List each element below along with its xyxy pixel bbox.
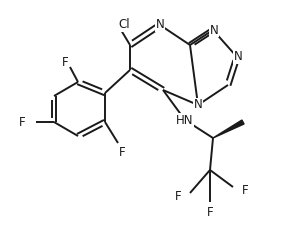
Text: F: F bbox=[207, 205, 213, 218]
Text: F: F bbox=[119, 147, 125, 159]
Polygon shape bbox=[213, 120, 244, 138]
Text: N: N bbox=[194, 99, 202, 111]
Text: HN: HN bbox=[176, 114, 194, 127]
Text: N: N bbox=[233, 50, 242, 64]
Text: N: N bbox=[210, 24, 218, 36]
Text: F: F bbox=[242, 183, 248, 197]
Text: F: F bbox=[19, 115, 25, 129]
Text: Cl: Cl bbox=[118, 19, 130, 31]
Text: F: F bbox=[175, 189, 181, 203]
Text: N: N bbox=[156, 19, 164, 31]
Text: F: F bbox=[62, 56, 68, 69]
